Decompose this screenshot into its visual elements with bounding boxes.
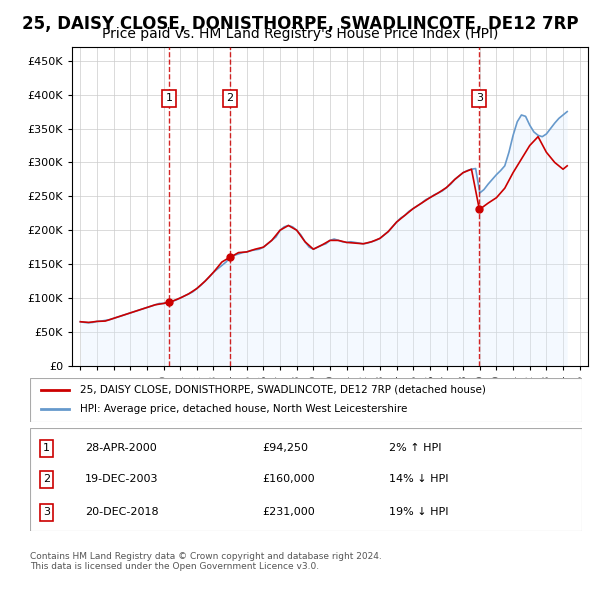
Text: Price paid vs. HM Land Registry's House Price Index (HPI): Price paid vs. HM Land Registry's House …: [102, 27, 498, 41]
Text: 3: 3: [476, 93, 483, 103]
Text: 1: 1: [43, 444, 50, 453]
Text: 25, DAISY CLOSE, DONISTHORPE, SWADLINCOTE, DE12 7RP: 25, DAISY CLOSE, DONISTHORPE, SWADLINCOT…: [22, 15, 578, 33]
Text: 19% ↓ HPI: 19% ↓ HPI: [389, 507, 448, 517]
Text: 2: 2: [226, 93, 233, 103]
Text: 3: 3: [43, 507, 50, 517]
Text: 2: 2: [43, 474, 50, 484]
Text: 28-APR-2000: 28-APR-2000: [85, 444, 157, 453]
Text: 20-DEC-2018: 20-DEC-2018: [85, 507, 159, 517]
FancyBboxPatch shape: [30, 378, 582, 422]
Text: 25, DAISY CLOSE, DONISTHORPE, SWADLINCOTE, DE12 7RP (detached house): 25, DAISY CLOSE, DONISTHORPE, SWADLINCOT…: [80, 385, 485, 395]
Text: £231,000: £231,000: [262, 507, 314, 517]
Text: 2% ↑ HPI: 2% ↑ HPI: [389, 444, 442, 453]
Text: £160,000: £160,000: [262, 474, 314, 484]
Text: 1: 1: [166, 93, 172, 103]
Text: Contains HM Land Registry data © Crown copyright and database right 2024.: Contains HM Land Registry data © Crown c…: [30, 552, 382, 560]
Text: £94,250: £94,250: [262, 444, 308, 453]
Text: HPI: Average price, detached house, North West Leicestershire: HPI: Average price, detached house, Nort…: [80, 405, 407, 414]
Text: 14% ↓ HPI: 14% ↓ HPI: [389, 474, 448, 484]
FancyBboxPatch shape: [30, 428, 582, 531]
Text: 19-DEC-2003: 19-DEC-2003: [85, 474, 158, 484]
Text: This data is licensed under the Open Government Licence v3.0.: This data is licensed under the Open Gov…: [30, 562, 319, 571]
